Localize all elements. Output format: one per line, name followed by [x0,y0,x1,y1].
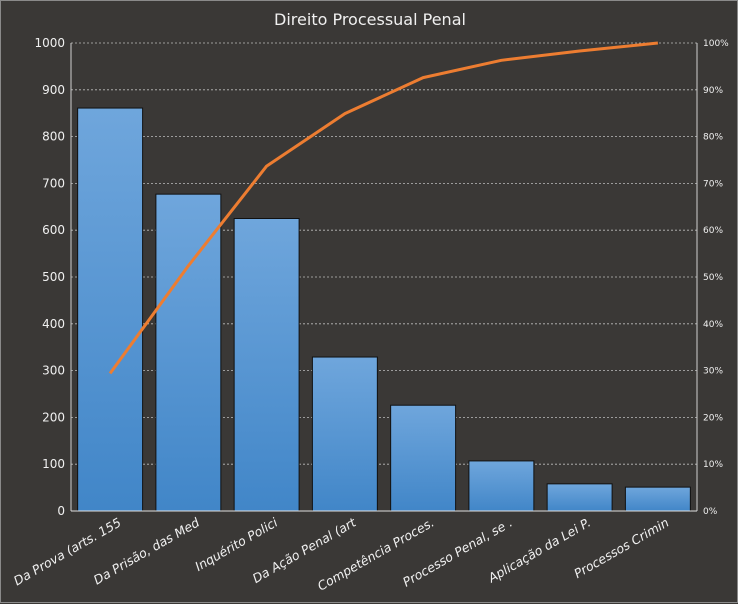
bar [311,356,378,512]
y2-tick-label: 30% [703,367,723,377]
y-tick-label: 500 [42,270,65,284]
y-tick-label: 700 [42,176,65,190]
y2-tick-label: 40% [703,320,723,330]
y2-tick-label: 10% [703,460,723,470]
y-tick-label: 0 [57,504,65,518]
y2-tick-label: 70% [703,179,723,189]
y-tick-label: 400 [42,317,65,331]
y2-tick-label: 90% [703,86,723,96]
bar [390,404,457,512]
y2-tick-label: 50% [703,273,723,283]
y-tick-label: 100 [42,457,65,471]
y-tick-label: 600 [42,223,65,237]
y-tick-label: 300 [42,364,65,378]
y2-tick-label: 0% [703,507,718,517]
bar [624,486,691,512]
bar [233,218,300,512]
cumulative-line [108,41,659,375]
bar [546,483,613,512]
chart-title: Direito Processual Penal [274,10,466,29]
bar [77,107,144,512]
y2-tick-label: 20% [703,413,723,423]
y2-tick-label: 100% [703,39,729,49]
y-tick-label: 1000 [34,36,65,50]
y2-tick-label: 80% [703,133,723,143]
y-tick-label: 800 [42,130,65,144]
y-tick-label: 900 [42,83,65,97]
bar [468,460,535,512]
y2-tick-label: 60% [703,226,723,236]
bar [155,193,222,512]
y-tick-label: 200 [42,410,65,424]
